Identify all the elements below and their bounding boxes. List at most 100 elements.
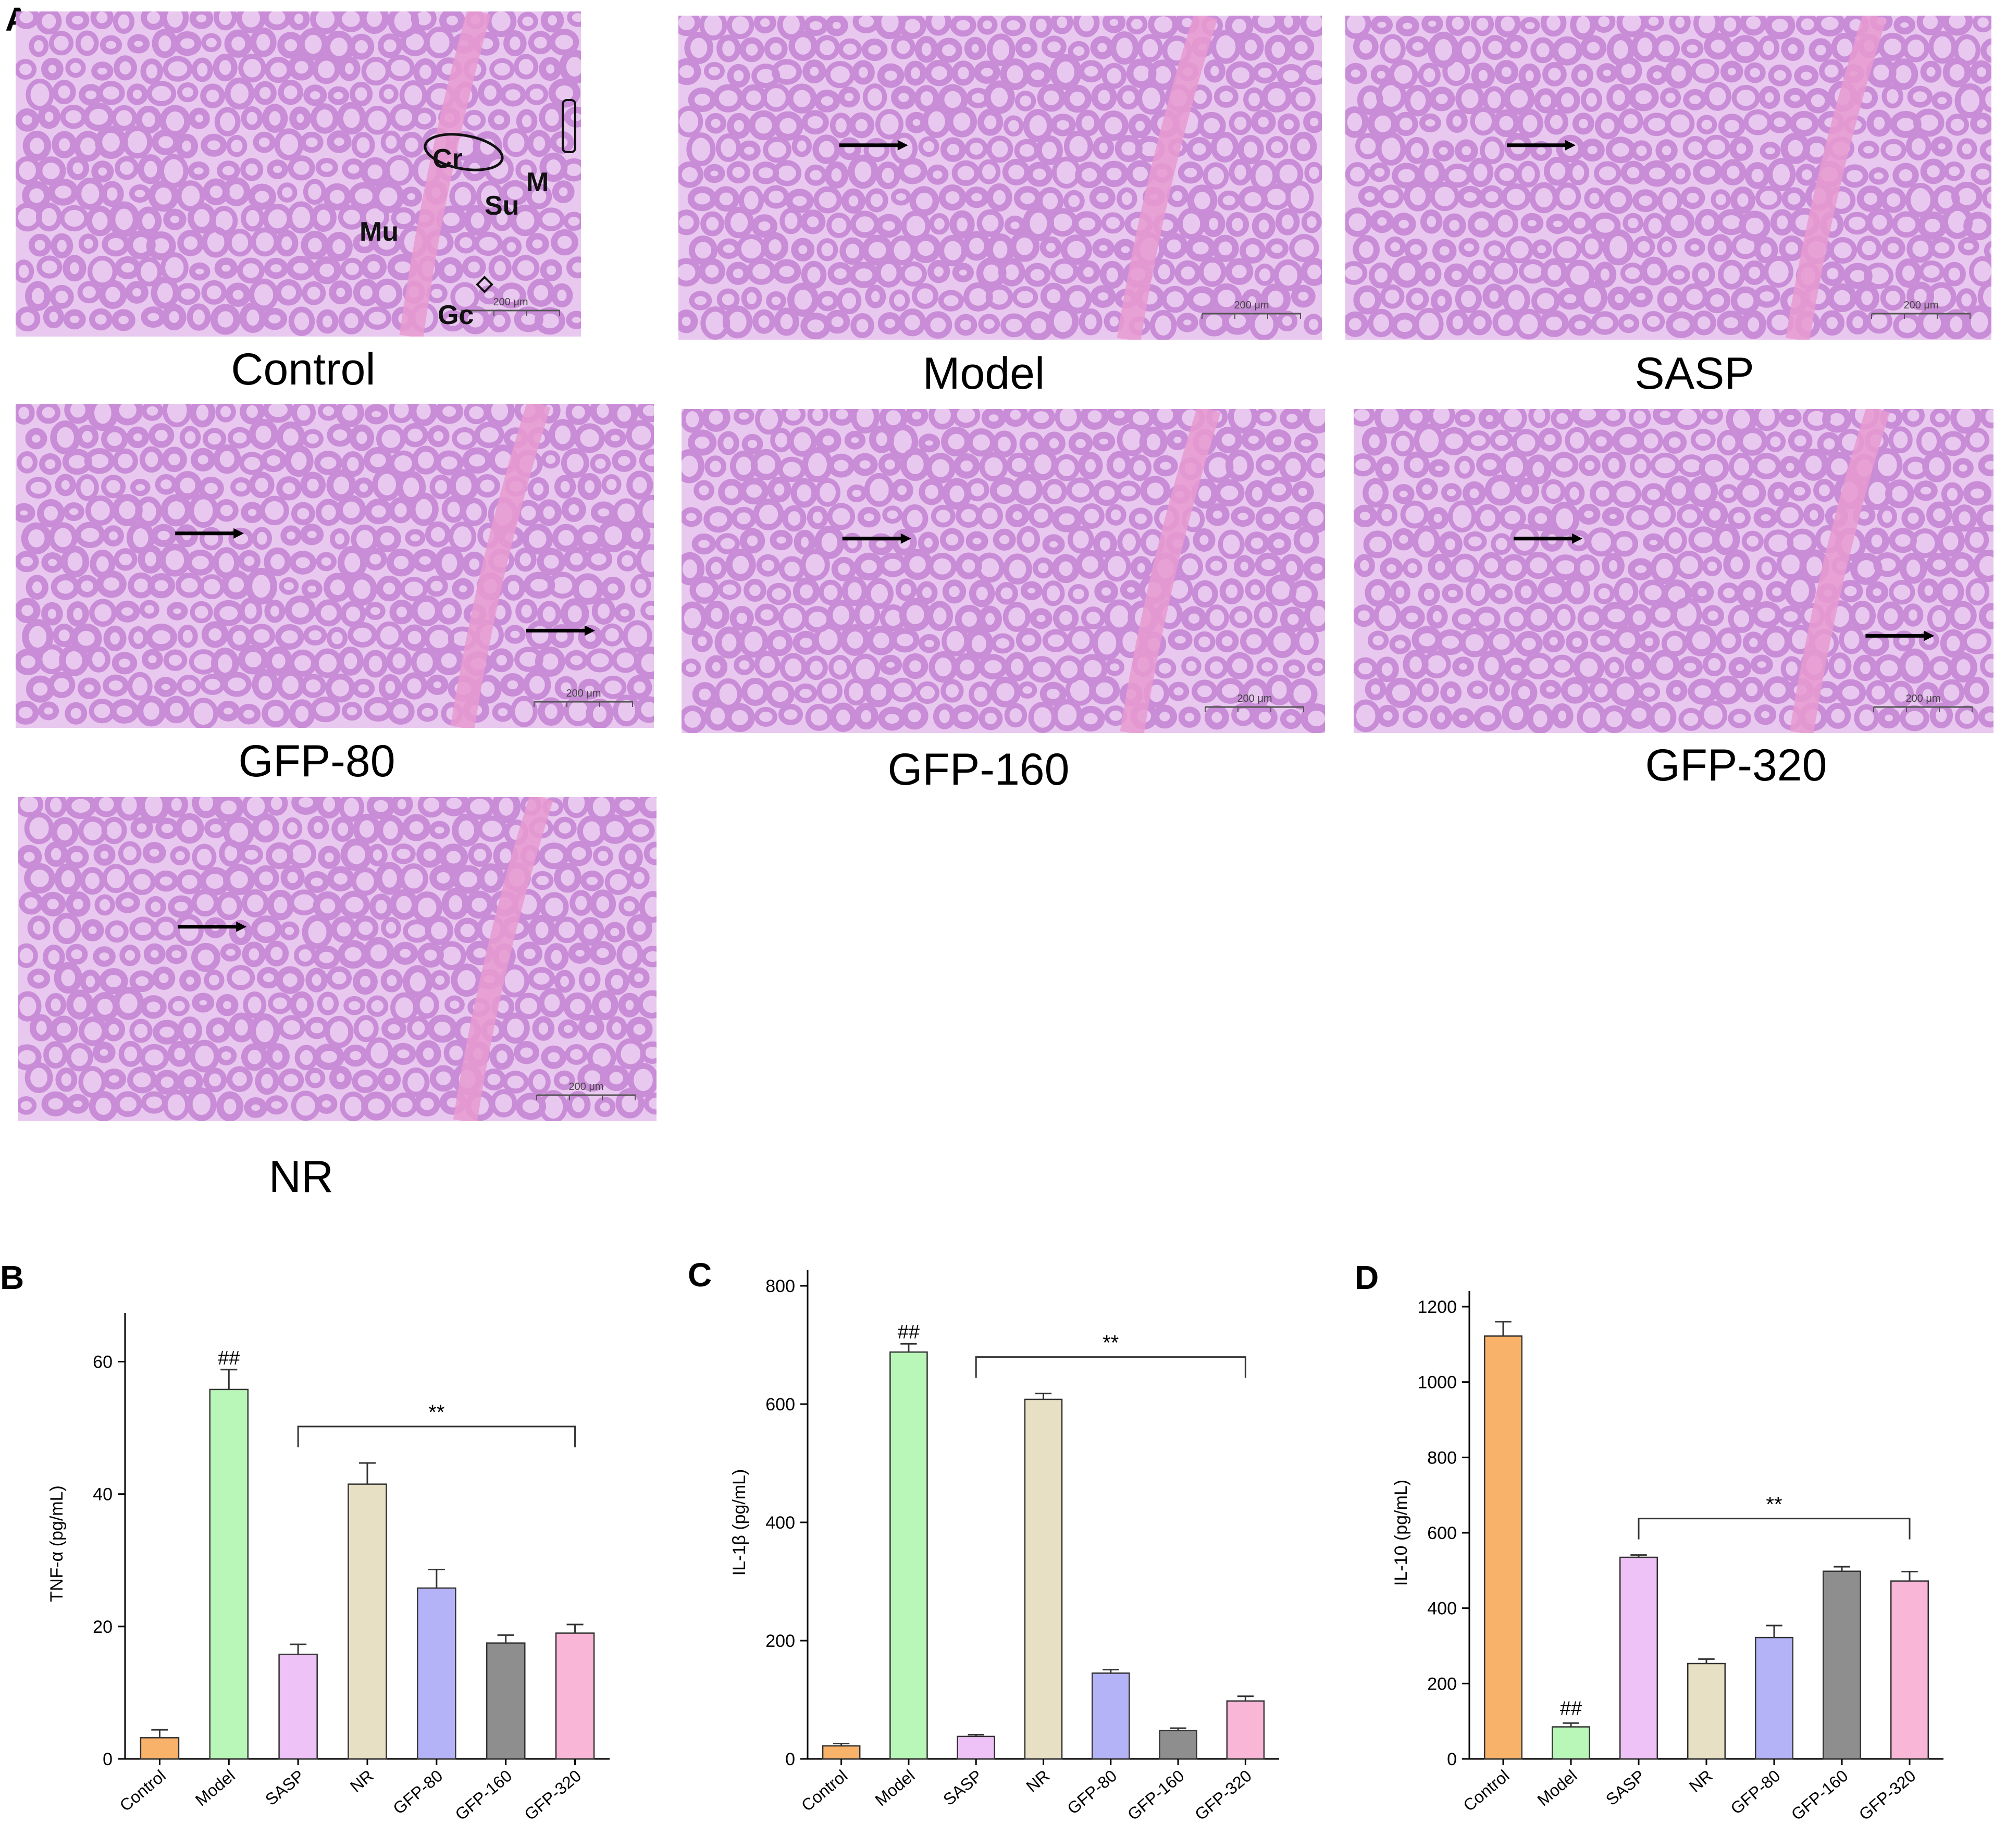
tissue-label-cr: Cr: [432, 144, 463, 174]
caption-control: Control: [231, 344, 376, 394]
scale-bar: 200 μm: [1871, 300, 1971, 319]
caption-nr: NR: [268, 1152, 334, 1202]
crypt-outline: [424, 133, 504, 171]
y-axis-label: TNF-α (pg/mL): [47, 1485, 67, 1602]
x-tick-label: GFP-160: [452, 1766, 516, 1824]
bar-model: [1552, 1726, 1590, 1760]
bar-gfp-80: [1755, 1636, 1793, 1760]
x-tick-label: Model: [1534, 1766, 1581, 1810]
crypt-texture: [1345, 16, 1991, 340]
caption-sasp: SASP: [1634, 349, 1754, 399]
x-tick-label: SASP: [262, 1766, 308, 1809]
micrograph-control: 200 μmCrMuSuMSGc: [16, 11, 581, 337]
bracket-significance-marker: **: [1766, 1493, 1782, 1516]
chart-tnf-alpha: 0 20 40 60 TNF-α (pg/mL) Control Model ## SASP NR…: [47, 1313, 610, 1824]
x-tick-label: Control: [798, 1766, 851, 1815]
scale-bar-label: 200 μm: [1237, 693, 1272, 704]
x-tick-label: GFP-320: [521, 1766, 585, 1824]
y-tick-label: 40: [93, 1485, 113, 1505]
y-tick-label: 200: [1427, 1674, 1457, 1694]
y-tick-label: 0: [1447, 1750, 1457, 1769]
y-tick-label: 0: [103, 1750, 113, 1769]
micrograph-gfp-320: 200 μm: [1354, 409, 1993, 733]
muscle-layer: [1789, 409, 1890, 733]
lesion-arrow: [1865, 630, 1935, 641]
micrograph-gfp-80: 200 μm: [16, 404, 654, 728]
scale-bar: 200 μm: [1202, 300, 1301, 319]
panel-letter-c: C: [688, 1256, 712, 1294]
x-tick-label: GFP-80: [1063, 1766, 1120, 1818]
x-tick-label: GFP-160: [1124, 1766, 1188, 1824]
y-tick-label: 800: [1427, 1448, 1457, 1468]
crypt-texture: [16, 11, 581, 336]
lesion-arrow: [842, 533, 911, 544]
x-tick-label: GFP-80: [1727, 1766, 1784, 1818]
scale-bar: 200 μm: [1205, 693, 1304, 712]
y-tick-label: 600: [765, 1395, 795, 1415]
x-tick-label: NR: [1022, 1766, 1053, 1796]
chart-il-1-beta: 0 200 400 600 800 IL-1β (pg/mL) Control Model ##…: [729, 1270, 1279, 1824]
y-axis-label: IL-10 (pg/mL): [1391, 1480, 1411, 1586]
y-tick-label: 0: [785, 1750, 795, 1769]
bar-nr: [1687, 1663, 1726, 1760]
scale-bar-label: 200 μm: [1903, 300, 1938, 311]
chart-il-10: 0 200 400 600 800 1000 1200 IL-10 (pg/mL) Contro…: [1391, 1291, 1943, 1824]
bar-gfp-160: [1823, 1570, 1861, 1760]
crypt-texture: [1354, 409, 1993, 733]
model-significance-marker: ##: [218, 1347, 240, 1369]
muscle-layer: [1120, 409, 1221, 733]
x-tick-label: Model: [872, 1766, 919, 1810]
bar-control: [822, 1745, 861, 1760]
tissue-image: 200 μm: [1345, 16, 1991, 340]
x-tick-label: GFP-320: [1191, 1766, 1255, 1824]
bar-gfp-160: [1159, 1730, 1197, 1760]
x-tick-label: Model: [192, 1766, 239, 1810]
bar-gfp-80: [1091, 1672, 1130, 1760]
scale-bar-label: 200 μm: [1905, 693, 1940, 704]
caption-model: Model: [922, 349, 1045, 399]
tissue-image: 200 μm: [682, 409, 1325, 733]
bar-gfp-80: [417, 1587, 456, 1760]
scale-bar: 200 μm: [461, 296, 560, 316]
scale-bar: 200 μm: [1873, 693, 1973, 712]
y-tick-label: 600: [1427, 1523, 1457, 1543]
tissue-image: 200 μm: [678, 16, 1322, 340]
scale-bar-label: 200 μm: [1234, 300, 1269, 311]
x-tick-label: Control: [1459, 1766, 1513, 1815]
y-axis-label: IL-1β (pg/mL): [729, 1469, 749, 1576]
bar-gfp-320: [1890, 1580, 1929, 1760]
micrograph-model: 200 μm: [678, 16, 1322, 340]
tissue-image: 200 μm: [16, 404, 654, 728]
x-tick-label: NR: [346, 1766, 377, 1796]
muscle-layer: [399, 11, 491, 337]
x-tick-label: SASP: [1602, 1766, 1649, 1809]
significance-bracket: [1638, 1518, 1911, 1540]
bar-model: [209, 1388, 249, 1760]
scale-bar-label: 200 μm: [568, 1081, 603, 1093]
serosa-marker: [562, 99, 576, 153]
tissue-label-su: Su: [485, 191, 519, 221]
bar-gfp-320: [555, 1632, 595, 1760]
x-tick-label: SASP: [939, 1766, 986, 1809]
x-tick-label: GFP-320: [1855, 1766, 1920, 1824]
lesion-arrow: [1514, 533, 1582, 544]
muscle-layer: [453, 797, 553, 1121]
bar-sasp: [1619, 1556, 1658, 1760]
bar-gfp-160: [486, 1642, 526, 1760]
bar-nr: [348, 1483, 387, 1760]
caption-gfp-160: GFP-160: [887, 745, 1070, 795]
crypt-texture: [18, 797, 657, 1121]
y-tick-label: 60: [93, 1353, 113, 1372]
y-tick-label: 1000: [1417, 1373, 1457, 1393]
tissue-image: 200 μm: [18, 797, 657, 1121]
caption-gfp-320: GFP-320: [1645, 740, 1827, 790]
bar-nr: [1024, 1398, 1063, 1760]
micrograph-sasp: 200 μm: [1345, 16, 1991, 340]
lesion-arrow: [839, 140, 908, 151]
y-tick-label: 20: [93, 1617, 113, 1637]
tissue-image: 200 μm: [1354, 409, 1993, 733]
x-tick-label: GFP-80: [389, 1766, 446, 1818]
bar-gfp-320: [1226, 1700, 1265, 1760]
x-tick-label: Control: [116, 1766, 169, 1815]
scale-bar-label: 200 μm: [493, 296, 528, 308]
